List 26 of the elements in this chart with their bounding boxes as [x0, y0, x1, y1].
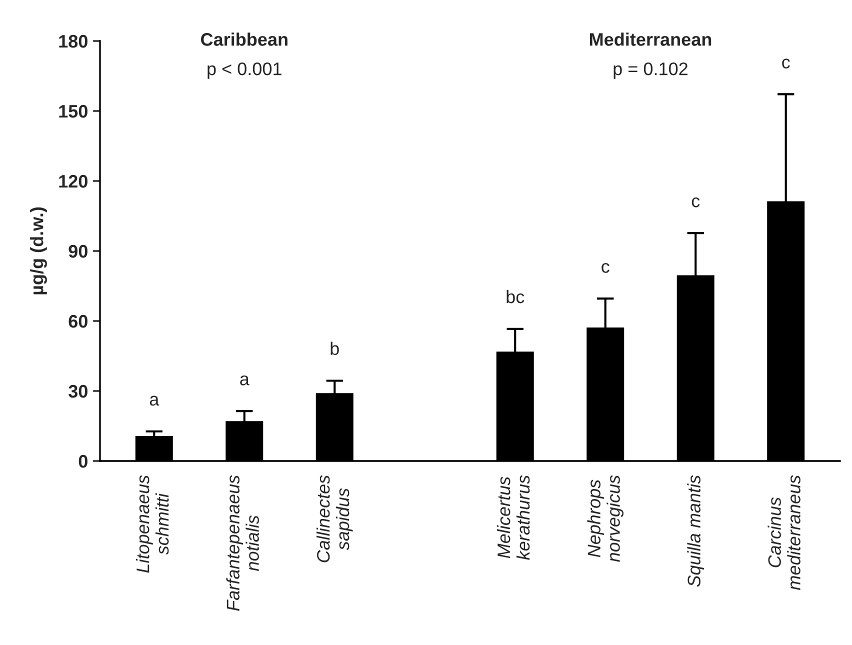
annotation: Caribbean — [200, 32, 288, 46]
x-tick-label: Squilla mantis — [687, 475, 704, 587]
annotation: Mediterranean — [590, 32, 712, 46]
y-tick-label: 30 — [68, 384, 88, 398]
y-tick-label: 150 — [59, 104, 88, 118]
annotation: b — [330, 342, 339, 356]
annotation: c — [782, 58, 790, 68]
annotation: p < 0.001 — [208, 62, 282, 79]
annotation: c — [602, 262, 610, 273]
y-tick-label: 0 — [78, 454, 88, 468]
y-tick-label: 120 — [59, 174, 88, 188]
x-tick-label: Melicertus kerathurus — [496, 475, 530, 560]
annotation: a — [150, 396, 160, 406]
y-tick-label: 60 — [68, 314, 88, 328]
y-tick-label: 180 — [59, 34, 88, 48]
annotation: p = 0.102 — [614, 62, 688, 79]
y-axis-title: µg/g (d.w.) — [30, 207, 47, 294]
annotation: a — [240, 375, 250, 386]
x-tick-label: Litopenaeus schmitti — [136, 475, 169, 573]
x-tick-label: Nephrops norvegicus — [587, 475, 624, 562]
x-tick-label: Callinectes sapidus — [316, 475, 353, 562]
annotation: c — [692, 197, 700, 208]
x-tick-label: Farfantepenaeus notialis — [226, 475, 259, 611]
y-tick-label: 90 — [68, 244, 88, 258]
annotation: bc — [506, 290, 524, 304]
x-tick-label: Carcinus mediterraneus — [768, 475, 800, 590]
